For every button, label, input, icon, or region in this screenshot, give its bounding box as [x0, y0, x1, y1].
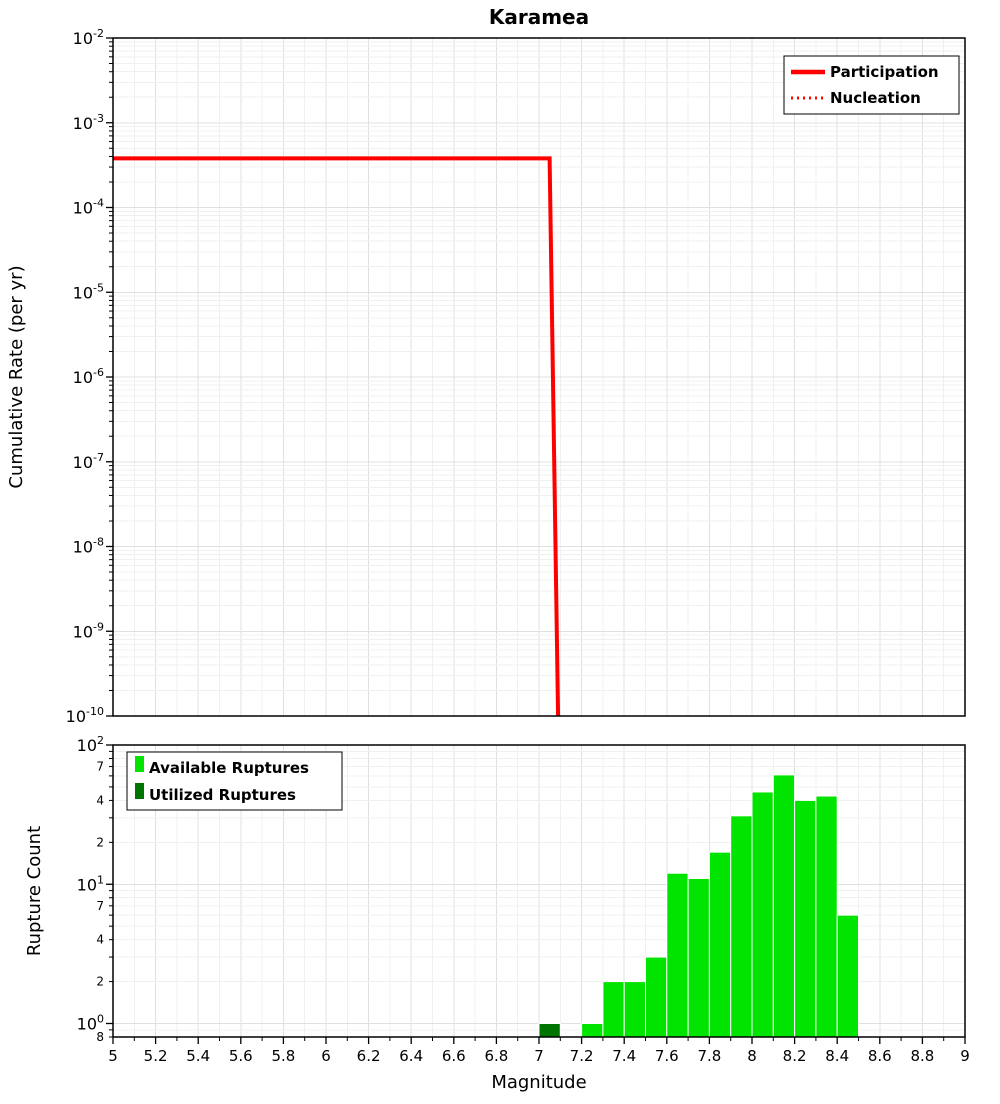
available-bar — [687, 877, 710, 1037]
y-tick-label: 10-5 — [73, 281, 104, 302]
bars-group — [538, 774, 860, 1037]
available-bar — [708, 851, 732, 1037]
available-bar — [794, 799, 817, 1037]
bottom-legend: Available Ruptures Utilized Ruptures — [126, 751, 343, 811]
legend-box — [783, 55, 960, 115]
y-tick-label: 10-3 — [73, 112, 104, 133]
chart-title: Karamea — [489, 5, 589, 29]
y-tick-label: 7 — [96, 760, 104, 774]
y-tick-label: 10-7 — [73, 451, 104, 472]
legend-label: Participation — [830, 63, 939, 81]
x-axis-title: Magnitude — [491, 1072, 586, 1093]
x-tick-label: 6.8 — [484, 1047, 508, 1065]
available-bar — [751, 791, 774, 1037]
x-tick-label: 6 — [321, 1047, 331, 1065]
x-tick-label: 6.6 — [442, 1047, 466, 1065]
y-tick-label: 10-10 — [66, 705, 104, 726]
x-tick-label: 8 — [747, 1047, 757, 1065]
x-tick-label: 6.2 — [357, 1047, 381, 1065]
x-tick-label: 7 — [534, 1047, 544, 1065]
y-tick-label: 4 — [96, 793, 104, 807]
x-tick-label: 8.4 — [825, 1047, 849, 1065]
top-legend: Participation Nucleation — [783, 55, 960, 115]
y-tick-label: 4 — [96, 933, 104, 947]
top-y-axis-title: Cumulative Rate (per yr) — [6, 265, 27, 488]
y-tick-label: 10-2 — [73, 27, 104, 48]
y-tick-label: 100 — [77, 1013, 104, 1034]
y-tick-marks — [106, 744, 113, 1038]
cumulative-rate-plot: 10-2 10-3 10-4 10-5 10-6 10-7 10-8 10-9 10-10 Par… — [66, 27, 966, 726]
legend-label: Utilized Ruptures — [149, 786, 296, 804]
nucleation-line — [113, 156, 560, 716]
available-bar — [623, 981, 647, 1037]
available-ruptures-legend-marker — [135, 756, 144, 772]
gridlines — [112, 37, 966, 717]
x-tick-label: 9 — [960, 1047, 970, 1065]
available-bar — [602, 981, 625, 1037]
utilized-bar — [538, 1023, 561, 1037]
available-bar — [581, 1023, 604, 1037]
available-bar — [666, 872, 689, 1037]
y-tick-marks — [106, 37, 113, 717]
x-tick-label: 8.8 — [910, 1047, 934, 1065]
y-tick-label: 8 — [96, 1030, 104, 1044]
legend-box — [126, 751, 343, 811]
y-tick-label: 102 — [77, 734, 104, 755]
x-tick-label: 7.8 — [697, 1047, 721, 1065]
x-tick-label: 5 — [108, 1047, 118, 1065]
available-bar — [772, 774, 796, 1037]
available-bar — [645, 956, 668, 1037]
y-tick-label: 10-8 — [73, 536, 104, 557]
x-tick-label: 7.4 — [612, 1047, 636, 1065]
x-tick-label: 7.6 — [655, 1047, 679, 1065]
x-tick-label: 6.4 — [399, 1047, 423, 1065]
y-tick-label: 2 — [96, 975, 104, 989]
x-tick-label: 8.6 — [868, 1047, 892, 1065]
x-tick-label: 5.2 — [144, 1047, 168, 1065]
y-tick-label: 2 — [96, 835, 104, 849]
legend-label: Available Ruptures — [149, 759, 309, 777]
y-tick-label: 101 — [77, 873, 104, 894]
x-tick-label: 5.6 — [229, 1047, 253, 1065]
available-bar — [730, 815, 753, 1037]
y-tick-label: 10-6 — [73, 366, 104, 387]
x-tick-label: 5.8 — [271, 1047, 295, 1065]
chart-dynamic-content: 10-2 10-3 10-4 10-5 10-6 10-7 10-8 10-9 10-10 Par… — [66, 27, 970, 1065]
x-tick-label: 5.4 — [186, 1047, 210, 1065]
utilized-ruptures-legend-marker — [135, 783, 144, 799]
available-bar — [836, 914, 860, 1037]
y-tick-label: 10-4 — [73, 197, 104, 218]
x-tick-marks — [112, 1037, 966, 1044]
y-tick-label: 7 — [96, 899, 104, 913]
y-tick-label: 10-9 — [73, 620, 104, 641]
x-tick-label: 8.2 — [783, 1047, 807, 1065]
legend-label: Nucleation — [830, 89, 921, 107]
x-tick-label: 7.2 — [570, 1047, 594, 1065]
available-bar — [815, 795, 838, 1037]
bottom-y-axis-title: Rupture Count — [24, 826, 45, 956]
